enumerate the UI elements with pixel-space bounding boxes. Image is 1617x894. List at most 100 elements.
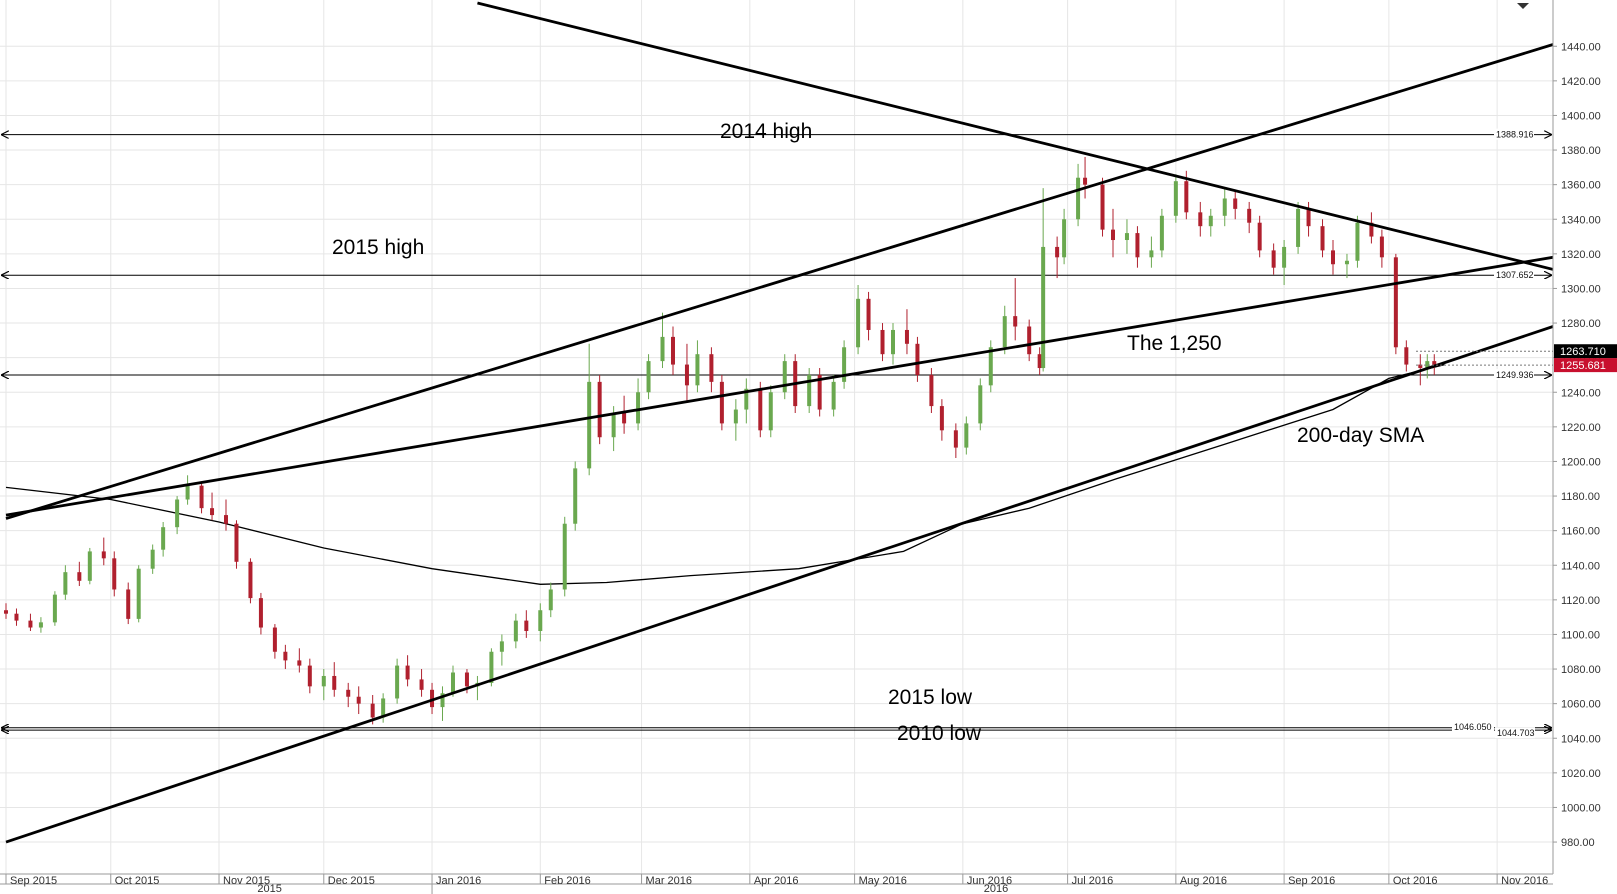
candle-body [185,485,190,500]
level-label-bg [1494,369,1534,381]
candle-body [1404,347,1409,365]
level-value-label: 1307.652 [1496,270,1534,280]
candle [744,378,749,424]
level-label-bg [1494,128,1534,140]
candle-body [450,672,455,694]
candle [733,399,738,441]
price-tag-label: 1255.681 [1560,360,1606,372]
month-label: Sep 2015 [10,875,57,887]
candle [1257,215,1262,258]
candlesticks [4,156,1437,725]
month-label: Aug 2016 [1180,875,1227,887]
candle [1320,219,1325,258]
candle-body [4,610,8,614]
candle-body [499,641,504,652]
candle [175,496,180,535]
candle [842,340,847,389]
candle-body [1282,246,1287,268]
month-label: Jan 2016 [436,875,481,887]
candle-body [1379,236,1384,258]
candle [548,582,553,618]
year-label: 2016 [984,883,1008,894]
candle-body [1149,250,1154,258]
candle [1124,219,1129,254]
candle-body [175,499,180,528]
price-tick-label: 1420.00 [1561,76,1601,88]
candle [234,520,239,569]
candle-body [14,613,19,621]
candle-body [1037,354,1042,369]
candle-body [63,572,68,595]
price-tick-label: 1200.00 [1561,456,1601,468]
candle [597,374,602,445]
candle-body [831,381,836,410]
sma-annotation: 200-day SMA [1297,424,1424,447]
month-label: Nov 2016 [1501,875,1548,887]
month-label: Apr 2016 [754,875,799,887]
candle [817,368,822,417]
candle [831,374,836,417]
candle-body [611,413,616,438]
candle [646,354,651,400]
candle [684,343,689,403]
candle [307,658,312,694]
candle-body [904,329,909,344]
level-annotation: 2015 low [888,686,973,709]
month-label: Dec 2015 [328,875,375,887]
candle [1425,354,1430,379]
candle [513,613,518,649]
candle [419,669,424,697]
candle [1432,354,1437,375]
candle [866,291,871,341]
candle-body [538,610,543,631]
candle [258,592,263,635]
month-label: Oct 2015 [115,875,160,887]
candle [332,662,337,697]
trendline [5,325,1553,844]
candle-body [964,423,969,448]
candle [880,323,885,362]
candle [405,655,410,687]
candle [450,665,455,697]
time-axis[interactable]: Sep 2015 Oct 2015 Nov 2015 Dec 2015 Jan 2016… [0,873,1553,894]
dropdown-arrow-icon[interactable] [1517,3,1529,9]
candle [1135,226,1140,268]
candle-body [1257,222,1262,251]
candle-body [758,388,763,431]
month-label: Jun 2016 [967,875,1012,887]
month-label: Mar 2016 [646,875,692,887]
candle [185,475,190,505]
candle [988,340,993,393]
candle-body [1233,198,1238,209]
price-tick-label: 1220.00 [1561,422,1601,434]
level-annotation: 2014 high [720,120,812,143]
candle-body [38,622,43,628]
candle-body [1222,198,1227,216]
price-tick-label: 1120.00 [1561,595,1600,607]
candle [709,347,714,393]
candle-body [1135,233,1140,258]
month-label: Jul 2016 [1072,875,1114,887]
candle-body [210,508,215,516]
candle-body [1027,326,1032,355]
candle-body [1296,208,1301,247]
price-tick-label: 1000.00 [1561,802,1601,814]
candle-body [953,430,958,448]
candle [297,648,302,673]
candle [1055,236,1060,279]
candle-body [587,381,592,469]
price-axis[interactable]: 980.00 1000.00 1020.00 1040.00 1060.00 1080.0… [1552,0,1601,874]
candle-body [562,523,567,590]
month-label: May 2016 [859,875,907,887]
candle-body [1247,208,1252,223]
candle-body [1320,226,1325,251]
candle [77,561,82,587]
candle-body [224,515,229,524]
candle [248,558,253,604]
candle-body [1159,215,1164,251]
level-annotation: 2015 high [332,236,424,259]
candle-body [1055,246,1060,258]
candle-body [28,620,33,628]
candle [587,343,592,476]
candle-body [332,675,337,690]
